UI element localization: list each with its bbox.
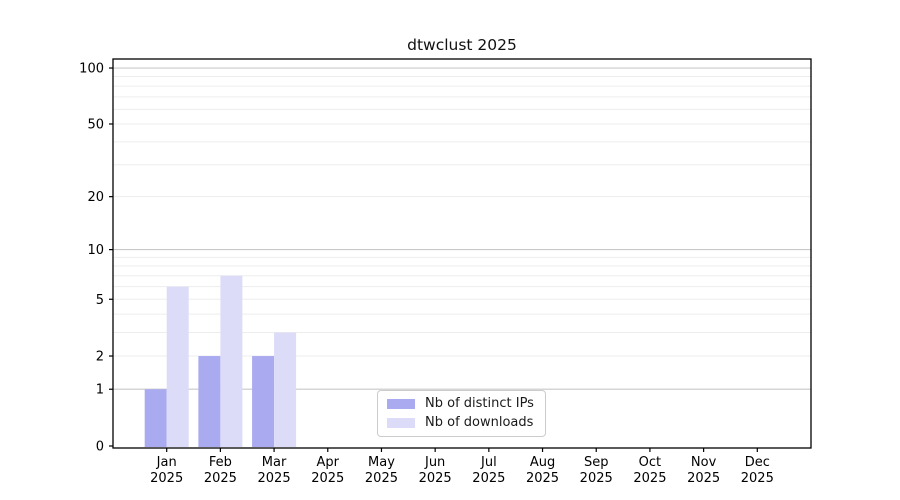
x-tick-label-month: Dec bbox=[745, 455, 770, 470]
legend: Nb of distinct IPs Nb of downloads bbox=[377, 390, 546, 437]
x-tick-label-year: 2025 bbox=[687, 471, 720, 486]
x-tick-label-year: 2025 bbox=[311, 471, 344, 486]
y-tick-label: 50 bbox=[87, 117, 104, 132]
bar-downloads bbox=[166, 286, 189, 447]
x-tick-label-month: Oct bbox=[639, 455, 661, 470]
bar-downloads bbox=[220, 275, 243, 447]
x-tick-label-month: Jul bbox=[480, 455, 497, 470]
chart-title: dtwclust 2025 bbox=[407, 36, 517, 54]
legend-label-distinct-ips: Nb of distinct IPs bbox=[425, 396, 534, 412]
y-tick-label: 100 bbox=[79, 62, 104, 77]
x-tick-label-month: Apr bbox=[317, 455, 340, 470]
x-tick-label-year: 2025 bbox=[419, 471, 452, 486]
legend-swatch-downloads bbox=[387, 417, 415, 428]
legend-item-distinct-ips: Nb of distinct IPs bbox=[387, 396, 536, 412]
y-tick-label: 5 bbox=[96, 293, 104, 308]
x-tick-label-year: 2025 bbox=[472, 471, 505, 486]
x-tick-label-month: Aug bbox=[530, 455, 555, 470]
y-tick-label: 20 bbox=[87, 190, 104, 205]
x-tick-label-year: 2025 bbox=[580, 471, 613, 486]
y-tick-label: 2 bbox=[96, 350, 104, 365]
x-tick-label-year: 2025 bbox=[365, 471, 398, 486]
x-tick-label-year: 2025 bbox=[204, 471, 237, 486]
y-tick-label: 0 bbox=[96, 440, 104, 455]
x-tick-label-year: 2025 bbox=[741, 471, 774, 486]
x-tick-label-month: Mar bbox=[262, 455, 287, 470]
x-tick-label-month: May bbox=[368, 455, 395, 470]
x-tick-label-year: 2025 bbox=[633, 471, 666, 486]
x-tick-label-year: 2025 bbox=[150, 471, 183, 486]
y-tick-label: 1 bbox=[96, 383, 104, 398]
x-tick-label-month: Nov bbox=[691, 455, 717, 470]
bar-downloads bbox=[274, 332, 297, 447]
bar-distinct-ips bbox=[198, 356, 221, 447]
x-tick-label-month: Jan bbox=[156, 455, 177, 470]
legend-swatch-distinct-ips bbox=[387, 399, 415, 410]
y-tick-label: 10 bbox=[87, 243, 104, 258]
x-tick-label-month: Sep bbox=[584, 455, 609, 470]
legend-label-downloads: Nb of downloads bbox=[425, 415, 534, 430]
x-tick-label-year: 2025 bbox=[258, 471, 291, 486]
x-tick-label-month: Jun bbox=[424, 455, 445, 470]
x-tick-label-month: Feb bbox=[209, 455, 232, 470]
legend-item-downloads: Nb of downloads bbox=[387, 415, 536, 431]
x-tick-label-year: 2025 bbox=[526, 471, 559, 486]
bar-distinct-ips bbox=[144, 389, 167, 447]
axes-spines bbox=[112, 58, 812, 449]
bar-distinct-ips bbox=[252, 356, 275, 447]
